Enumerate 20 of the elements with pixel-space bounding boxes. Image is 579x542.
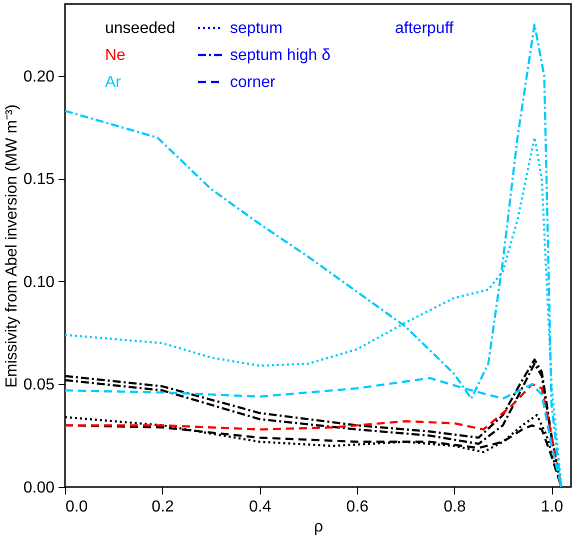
y-tick-label: 0.10 (23, 274, 55, 291)
annotation: septum (230, 20, 282, 37)
annotation: septum high δ (230, 47, 331, 64)
x-tick-label: 0.4 (248, 498, 272, 516)
x-tick-label: 0.6 (346, 498, 369, 516)
annotation: Ne (105, 47, 126, 64)
annotation: corner (230, 74, 276, 91)
y-tick-label: 0.20 (23, 68, 55, 86)
annotation: afterpuff (395, 20, 454, 37)
y-tick-label: 0.00 (23, 480, 55, 496)
annotation: unseeded (105, 20, 176, 37)
y-axis-title: Emissivity from Abel inversion (MW m⁻³) (3, 104, 20, 388)
x-tick-label: 1.0 (540, 498, 564, 516)
x-tick-label: 0.2 (152, 498, 174, 516)
y-tick-label: 0.15 (23, 171, 55, 188)
x-tick-label: 0.0 (66, 498, 88, 516)
annotation: Ar (105, 74, 122, 91)
y-tick-label: 0.05 (23, 376, 55, 394)
x-tick-label: 0.8 (444, 498, 466, 516)
x-axis-title: ρ (314, 518, 324, 536)
